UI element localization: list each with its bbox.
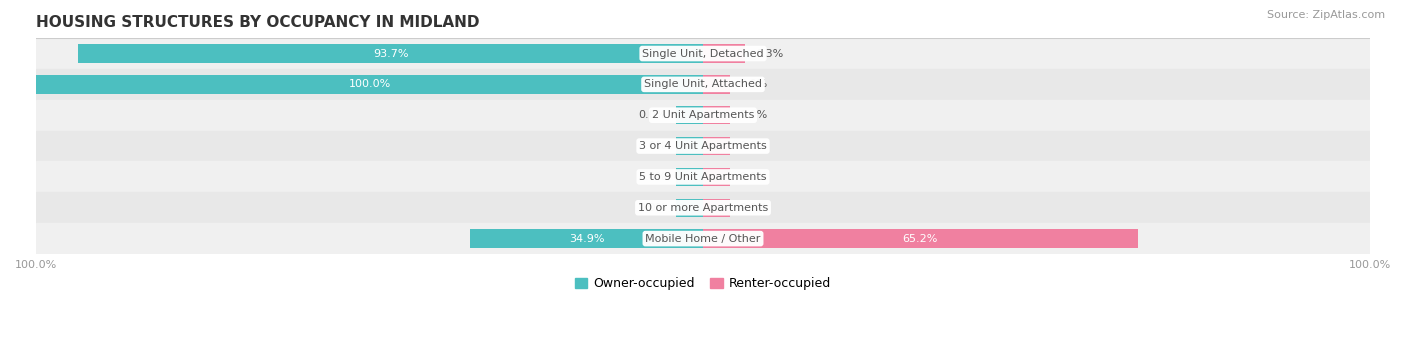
Bar <box>703 229 1137 248</box>
Legend: Owner-occupied, Renter-occupied: Owner-occupied, Renter-occupied <box>569 272 837 295</box>
Bar <box>37 100 1369 131</box>
Text: 0.0%: 0.0% <box>638 172 666 182</box>
Bar <box>37 192 1369 223</box>
Bar <box>37 223 1369 254</box>
Text: 0.0%: 0.0% <box>638 110 666 120</box>
Text: 10 or more Apartments: 10 or more Apartments <box>638 203 768 213</box>
Text: 0.0%: 0.0% <box>740 110 768 120</box>
Text: 93.7%: 93.7% <box>373 48 408 59</box>
Bar <box>703 198 730 217</box>
Bar <box>703 168 730 186</box>
Bar <box>676 137 703 155</box>
Text: 100.0%: 100.0% <box>349 79 391 89</box>
Text: 0.0%: 0.0% <box>740 203 768 213</box>
Text: 0.0%: 0.0% <box>740 172 768 182</box>
Text: 34.9%: 34.9% <box>569 234 605 243</box>
Bar <box>703 106 730 124</box>
Text: 0.0%: 0.0% <box>740 141 768 151</box>
Text: 3 or 4 Unit Apartments: 3 or 4 Unit Apartments <box>640 141 766 151</box>
Text: Mobile Home / Other: Mobile Home / Other <box>645 234 761 243</box>
Text: HOUSING STRUCTURES BY OCCUPANCY IN MIDLAND: HOUSING STRUCTURES BY OCCUPANCY IN MIDLA… <box>37 15 479 30</box>
Text: Single Unit, Detached: Single Unit, Detached <box>643 48 763 59</box>
Text: 2 Unit Apartments: 2 Unit Apartments <box>652 110 754 120</box>
Bar <box>37 75 703 94</box>
Text: 65.2%: 65.2% <box>903 234 938 243</box>
Text: 5 to 9 Unit Apartments: 5 to 9 Unit Apartments <box>640 172 766 182</box>
Bar <box>676 168 703 186</box>
Bar <box>676 106 703 124</box>
Bar <box>37 162 1369 192</box>
Bar <box>470 229 703 248</box>
Text: Single Unit, Attached: Single Unit, Attached <box>644 79 762 89</box>
Bar <box>79 44 703 63</box>
Bar <box>37 38 1369 69</box>
Bar <box>676 198 703 217</box>
Bar <box>703 44 745 63</box>
Text: Source: ZipAtlas.com: Source: ZipAtlas.com <box>1267 10 1385 20</box>
Bar <box>37 69 1369 100</box>
Bar <box>703 75 730 94</box>
Bar <box>703 137 730 155</box>
Text: 0.0%: 0.0% <box>740 79 768 89</box>
Text: 6.3%: 6.3% <box>755 48 783 59</box>
Text: 0.0%: 0.0% <box>638 203 666 213</box>
Bar <box>37 131 1369 162</box>
Text: 0.0%: 0.0% <box>638 141 666 151</box>
